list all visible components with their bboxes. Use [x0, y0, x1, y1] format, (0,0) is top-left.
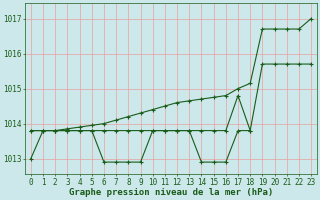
X-axis label: Graphe pression niveau de la mer (hPa): Graphe pression niveau de la mer (hPa)	[69, 188, 273, 197]
